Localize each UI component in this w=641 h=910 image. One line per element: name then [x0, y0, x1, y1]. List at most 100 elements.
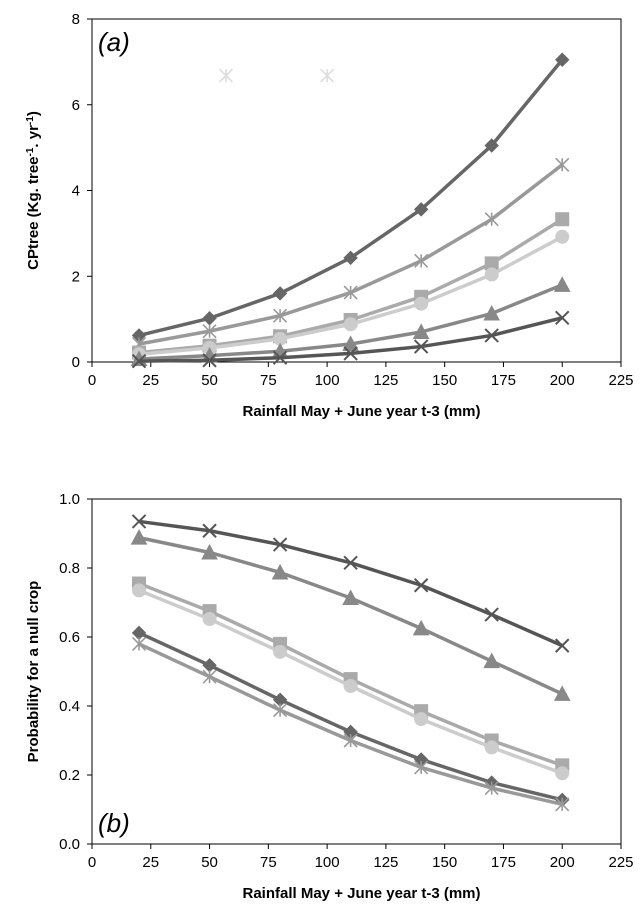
data-point [273, 644, 288, 659]
y-tick-label: 0.0 [59, 836, 80, 853]
data-point [343, 346, 358, 361]
x-tick-label: 200 [550, 854, 575, 871]
y-tick-label: 0.8 [59, 560, 80, 577]
x-tick-label: 100 [315, 372, 340, 389]
data-point [202, 311, 217, 326]
data-point [484, 328, 499, 343]
x-tick-label: 200 [550, 372, 575, 389]
x-tick-label: 125 [373, 372, 398, 389]
x-tick-label: 50 [201, 372, 218, 389]
data-point [343, 555, 358, 571]
y-axis-title: Probability for a null crop [25, 581, 42, 763]
data-point [414, 760, 429, 775]
data-point [131, 514, 147, 529]
data-point [413, 202, 429, 217]
x-tick-label: 0 [88, 372, 96, 389]
data-point [413, 339, 429, 354]
x-axis-title: Rainfall May + June year t-3 (mm) [243, 885, 481, 902]
series-asterisk [131, 157, 570, 352]
series-circle [132, 583, 570, 781]
data-point [343, 317, 358, 332]
data-point [484, 212, 499, 227]
x-tick-label: 25 [142, 372, 159, 389]
panel-label: (a) [98, 27, 130, 57]
x-tick-label: 175 [491, 854, 516, 871]
data-point [131, 353, 147, 369]
plot-frame [91, 18, 622, 363]
data-point [132, 583, 147, 598]
data-point [272, 286, 288, 301]
x-tick-label: 75 [260, 372, 277, 389]
y-tick-label: 6 [72, 97, 80, 114]
data-point [343, 678, 358, 693]
data-point [343, 250, 358, 266]
data-point [555, 310, 570, 326]
data-point [273, 308, 288, 323]
data-point [271, 563, 289, 580]
y-tick-label: 1.0 [59, 491, 80, 508]
x-tick-label: 0 [88, 854, 96, 871]
series-diamond [131, 52, 570, 343]
data-point [413, 578, 429, 593]
data-point [342, 335, 359, 351]
data-point [555, 157, 570, 172]
series-asterisk [131, 636, 570, 812]
data-point [555, 797, 570, 812]
y-tick-label: 2 [72, 268, 80, 285]
data-point [343, 285, 358, 300]
data-point [342, 589, 359, 606]
data-point [553, 685, 571, 701]
data-point [555, 212, 570, 227]
data-point [414, 253, 429, 268]
data-point [202, 669, 217, 684]
x-tick-label: 225 [608, 372, 633, 389]
data-point [555, 638, 570, 653]
data-point [272, 537, 288, 552]
x-tick-label: 150 [432, 854, 457, 871]
data-point [555, 229, 570, 244]
series-triangle [130, 529, 571, 701]
data-point [131, 636, 147, 651]
extra-point [218, 68, 234, 83]
data-point [414, 296, 429, 311]
data-point [202, 523, 217, 538]
y-tick-label: 4 [72, 183, 80, 200]
data-point [483, 652, 501, 669]
data-point [272, 350, 288, 365]
x-tick-label: 150 [432, 372, 457, 389]
data-point [201, 543, 218, 560]
data-point [484, 267, 499, 282]
y-tick-label: 0.6 [59, 629, 80, 646]
chart-panel-a: 0 25 50 75 100 125 150 175 200 225 0 2 4 6 8 Rainfall M… [25, 11, 634, 420]
y-tick-label: 0 [72, 354, 80, 371]
data-point [412, 619, 430, 636]
series-line [138, 631, 563, 802]
data-point [553, 276, 571, 292]
y-tick-label: 0.2 [59, 767, 80, 784]
chart-panel-b: 0 25 50 75 100 125 150 175 200 225 0.0 0.2 0.4 0.6 0.8… [25, 491, 634, 902]
data-point [130, 529, 148, 545]
data-point [555, 52, 570, 67]
series-cross [131, 514, 570, 653]
data-point [484, 781, 499, 796]
data-point [202, 612, 217, 627]
series-cross [131, 310, 570, 369]
x-tick-label: 25 [142, 854, 159, 871]
x-tick-label: 175 [491, 372, 516, 389]
panel-label: (b) [98, 808, 130, 838]
data-point [484, 138, 499, 153]
y-tick-label: 0.4 [59, 698, 80, 715]
x-axis-title: Rainfall May + June year t-3 (mm) [243, 403, 481, 420]
data-point [484, 740, 499, 755]
y-axis-title: CPtree (Kg. tree-1. yr-1) [25, 111, 43, 270]
x-tick-label: 50 [201, 854, 218, 871]
data-point [202, 658, 217, 673]
data-point [483, 304, 501, 321]
data-point [202, 324, 217, 339]
data-point [202, 353, 217, 368]
y-tick-label: 8 [72, 11, 80, 28]
data-point [412, 323, 430, 339]
series-line [138, 519, 563, 648]
data-point [484, 607, 499, 622]
